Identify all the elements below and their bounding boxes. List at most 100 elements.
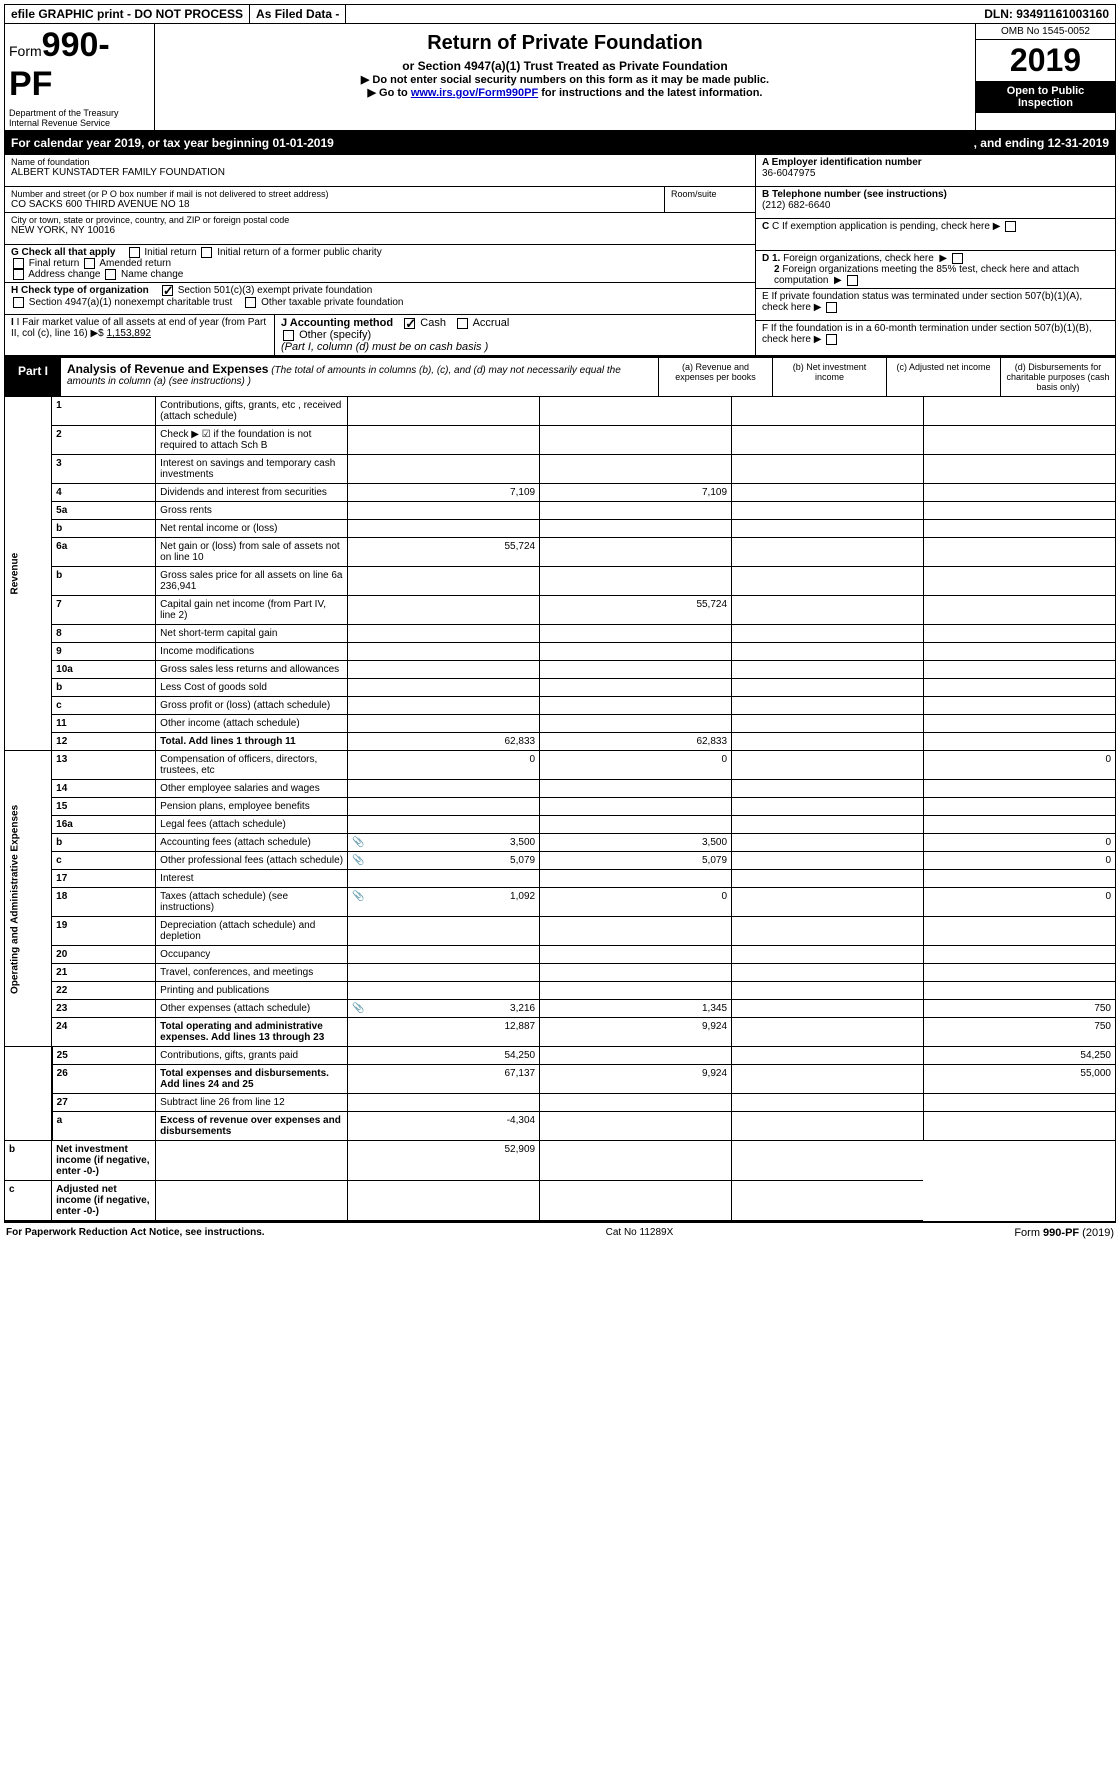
amount-c bbox=[732, 917, 924, 946]
tax-year: 2019 bbox=[976, 40, 1115, 81]
line-number: c bbox=[52, 697, 156, 715]
amount-c bbox=[732, 520, 924, 538]
checkbox-other-method[interactable] bbox=[283, 330, 294, 341]
part1-header: Part I Analysis of Revenue and Expenses … bbox=[4, 356, 1116, 397]
amount-dd bbox=[923, 661, 1115, 679]
checkbox-other-taxable[interactable] bbox=[245, 297, 256, 308]
amount-c bbox=[732, 596, 924, 625]
address-cell: Number and street (or P O box number if … bbox=[5, 187, 665, 212]
amount-b: 52,909 bbox=[348, 1141, 540, 1181]
amount-dd bbox=[923, 567, 1115, 596]
line-number: 13 bbox=[52, 751, 156, 780]
checkbox-4947[interactable] bbox=[13, 297, 24, 308]
line-number: 4 bbox=[52, 484, 156, 502]
row-19: 19Depreciation (attach schedule) and dep… bbox=[5, 917, 1116, 946]
checkbox-d2[interactable] bbox=[847, 275, 858, 286]
checkbox-g-4[interactable] bbox=[13, 269, 24, 280]
line-description: Taxes (attach schedule) (see instruction… bbox=[156, 888, 348, 917]
line-number: 5a bbox=[52, 502, 156, 520]
amount-b: 0 bbox=[540, 888, 732, 917]
amount-c bbox=[732, 751, 924, 780]
form-subtitle: or Section 4947(a)(1) Trust Treated as P… bbox=[159, 59, 971, 73]
amount-b bbox=[540, 397, 732, 426]
col-d-header: (d) Disbursements for charitable purpose… bbox=[1001, 358, 1115, 396]
row-b: bAccounting fees (attach schedule)📎3,500… bbox=[5, 834, 1116, 852]
amount-c bbox=[732, 834, 924, 852]
checkbox-cash[interactable] bbox=[404, 318, 415, 329]
city-cell: City or town, state or province, country… bbox=[5, 213, 755, 245]
checkbox-g-5[interactable] bbox=[105, 269, 116, 280]
amount-a bbox=[348, 661, 540, 679]
line-number: 6a bbox=[52, 538, 156, 567]
checkbox-501c3[interactable] bbox=[162, 285, 173, 296]
amount-dd: 54,250 bbox=[923, 1047, 1115, 1065]
line-number: 8 bbox=[52, 625, 156, 643]
line-number: 22 bbox=[52, 982, 156, 1000]
attachment-icon[interactable]: 📎 bbox=[352, 837, 364, 848]
checkbox-c[interactable] bbox=[1005, 221, 1016, 232]
checkbox-g-2[interactable] bbox=[13, 258, 24, 269]
amount-a: 7,109 bbox=[348, 484, 540, 502]
attachment-icon[interactable]: 📎 bbox=[352, 891, 364, 902]
checkbox-g-1[interactable] bbox=[201, 247, 212, 258]
line-number: 15 bbox=[52, 798, 156, 816]
line-number: b bbox=[52, 567, 156, 596]
section-h: H Check type of organization Section 501… bbox=[5, 283, 755, 315]
row-24: 24Total operating and administrative exp… bbox=[5, 1018, 1116, 1047]
checkbox-f[interactable] bbox=[826, 334, 837, 345]
amount-dd bbox=[923, 1112, 1115, 1141]
amount-c bbox=[732, 1112, 924, 1141]
line-number: b bbox=[52, 520, 156, 538]
section-f: F If the foundation is in a 60-month ter… bbox=[756, 321, 1115, 353]
checkbox-d1[interactable] bbox=[952, 253, 963, 264]
amount-dd bbox=[923, 733, 1115, 751]
line-number: a bbox=[52, 1112, 156, 1141]
amount-dd: 0 bbox=[923, 751, 1115, 780]
line-number: c bbox=[52, 852, 156, 870]
amount-a bbox=[348, 780, 540, 798]
amount-b bbox=[540, 567, 732, 596]
amount-b: 1,345 bbox=[540, 1000, 732, 1018]
year-box: OMB No 1545-0052 2019 Open to Public Ins… bbox=[975, 24, 1115, 130]
amount-dd: 750 bbox=[923, 1018, 1115, 1047]
section-g: G Check all that apply Initial return In… bbox=[5, 245, 755, 283]
form-number-box: Form990-PF Department of the Treasury In… bbox=[5, 24, 155, 130]
line-description: Other professional fees (attach schedule… bbox=[156, 852, 348, 870]
attachment-icon[interactable]: 📎 bbox=[352, 855, 364, 866]
calendar-year-row: For calendar year 2019, or tax year begi… bbox=[4, 131, 1116, 155]
amount-a bbox=[348, 567, 540, 596]
amount-c bbox=[732, 798, 924, 816]
amount-dd bbox=[923, 816, 1115, 834]
amount-a bbox=[348, 625, 540, 643]
amount-dd: 0 bbox=[923, 834, 1115, 852]
amount-a bbox=[348, 697, 540, 715]
amount-a: -4,304 bbox=[348, 1112, 540, 1141]
amount-b: 5,079 bbox=[540, 852, 732, 870]
amount-c bbox=[732, 780, 924, 798]
row-23: 23Other expenses (attach schedule)📎3,216… bbox=[5, 1000, 1116, 1018]
line-number: 12 bbox=[52, 733, 156, 751]
row-4: 4Dividends and interest from securities7… bbox=[5, 484, 1116, 502]
amount-dd bbox=[923, 697, 1115, 715]
line-description: Income modifications bbox=[156, 643, 348, 661]
checkbox-accrual[interactable] bbox=[457, 318, 468, 329]
irs-link[interactable]: www.irs.gov/Form990PF bbox=[411, 87, 538, 99]
amount-c bbox=[732, 567, 924, 596]
attachment-icon[interactable]: 📎 bbox=[352, 1003, 364, 1014]
amount-c bbox=[732, 1018, 924, 1047]
amount-b bbox=[540, 798, 732, 816]
amount-c bbox=[732, 870, 924, 888]
amount-b: 0 bbox=[540, 751, 732, 780]
row-c: cAdjusted net income (if negative, enter… bbox=[5, 1181, 1116, 1221]
row-22: 22Printing and publications bbox=[5, 982, 1116, 1000]
checkbox-g-0[interactable] bbox=[129, 247, 140, 258]
amount-b bbox=[540, 1094, 732, 1112]
checkbox-g-3[interactable] bbox=[84, 258, 95, 269]
line-description: Compensation of officers, directors, tru… bbox=[156, 751, 348, 780]
amount-b bbox=[540, 982, 732, 1000]
amount-dd bbox=[923, 538, 1115, 567]
checkbox-e[interactable] bbox=[826, 302, 837, 313]
line-number: 18 bbox=[52, 888, 156, 917]
amount-b: 55,724 bbox=[540, 596, 732, 625]
amount-dd bbox=[923, 715, 1115, 733]
